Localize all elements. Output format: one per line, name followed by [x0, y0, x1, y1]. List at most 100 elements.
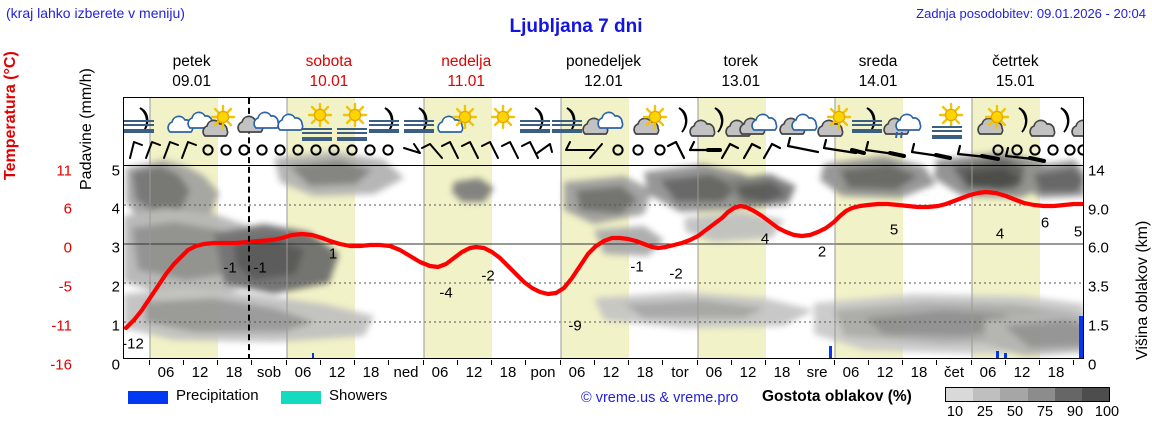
time-tick-label: pon — [530, 364, 556, 381]
day-header-5: sreda 14.01 — [809, 52, 946, 94]
prec-tick: 1 — [111, 317, 120, 335]
temp-tick: 11 — [56, 162, 72, 180]
day-date: 09.01 — [172, 73, 212, 90]
temperature-axis-ticks: 11 6 0 -5 -11 -16 — [30, 160, 72, 374]
day-name: ponedeljek — [565, 53, 641, 70]
cloud-tick: 6.0 — [1088, 239, 1109, 257]
last-update-label: Zadnja posodobitev: 09.01.2026 - 20:04 — [916, 6, 1146, 21]
temp-point-label: -9 — [568, 317, 582, 335]
day-name: nedelja — [441, 53, 492, 70]
temp-point-label: -4 — [439, 284, 453, 302]
time-tick-label: 18 — [773, 364, 791, 381]
time-tick-label: 06 — [842, 364, 860, 381]
precipitation-axis-title: Padavine (mm/h) — [78, 68, 95, 190]
time-tick-label: 12 — [465, 364, 483, 381]
temp-tick: 6 — [63, 200, 72, 218]
temp-point-label: -2 — [481, 267, 495, 285]
cloud-tick: 3.5 — [1088, 278, 1109, 296]
time-tick-label: sre — [806, 364, 828, 381]
time-tick-label: 12 — [876, 364, 894, 381]
cloud-height-axis-title: Višina oblakov (km) — [1134, 220, 1151, 360]
copyright-link[interactable]: © vreme.us & vreme.pro — [581, 390, 739, 406]
time-tick-label: 12 — [191, 364, 209, 381]
day-name: sreda — [858, 53, 898, 70]
time-tick-label: 12 — [1013, 364, 1031, 381]
time-tick-label: 06 — [294, 364, 312, 381]
time-tick-label: 12 — [739, 364, 757, 381]
time-tick-label: ned — [393, 364, 419, 381]
day-header-1: sobota 10.01 — [260, 52, 397, 94]
day-header-0: petek 09.01 — [123, 52, 260, 94]
time-tick-label: 06 — [157, 364, 175, 381]
temp-point-label: 4 — [995, 225, 1005, 243]
showers-legend-label: Showers — [329, 387, 388, 404]
showers-swatch — [281, 391, 321, 404]
day-name: torek — [723, 53, 758, 70]
cloud-tick: 0 — [1088, 356, 1097, 374]
forecast-plot[interactable]: -12 -1 -1 1 -4 -2 -9 -1 -2 4 2 5 4 6 5 — [123, 97, 1084, 359]
day-header-2: nedelja 11.01 — [398, 52, 535, 94]
cloud-density-legend-title: Gostota oblakov (%) — [762, 388, 912, 405]
time-tick-label: 18 — [1047, 364, 1065, 381]
prec-tick: 0 — [111, 356, 120, 374]
time-tick-label: 18 — [499, 364, 517, 381]
temp-point-label: -2 — [669, 265, 683, 283]
precipitation-legend-label: Precipitation — [176, 387, 259, 404]
temp-point-label: 6 — [1040, 214, 1050, 232]
temp-point-label: -1 — [253, 259, 267, 277]
time-tick-label: 12 — [328, 364, 346, 381]
ramp-step-50 — [1000, 388, 1028, 401]
day-date: 14.01 — [858, 73, 898, 90]
ramp-label: 10 — [946, 404, 964, 420]
time-tick-label: sob — [256, 364, 282, 381]
time-tick-label: čet — [943, 364, 965, 381]
time-tick-label: 06 — [979, 364, 997, 381]
temp-point-label: 5 — [1073, 223, 1083, 241]
page-title: Ljubljana 7 dni — [509, 16, 643, 37]
wind-barb-row — [129, 136, 1046, 163]
precipitation-axis-ticks: 5 4 3 2 1 0 — [100, 160, 120, 374]
time-axis: 06 12 18 sob 06 12 18 ned 06 12 18 pon 0… — [123, 360, 1084, 382]
day-date: 10.01 — [309, 73, 349, 90]
ramp-step-25 — [973, 388, 1001, 401]
ramp-label: 75 — [1036, 404, 1054, 420]
temperature-axis-title: Temperatura (°C) — [2, 51, 19, 180]
temp-point-label: -1 — [223, 259, 237, 277]
day-header-6: četrtek 15.01 — [947, 52, 1084, 94]
time-tick-label: 18 — [225, 364, 243, 381]
ramp-step-10 — [946, 388, 974, 401]
day-name: sobota — [305, 53, 353, 70]
ramp-label: 25 — [976, 404, 994, 420]
cloud-tick: 14 — [1088, 162, 1105, 180]
prec-tick: 4 — [111, 200, 120, 218]
daytime-band — [424, 98, 492, 358]
day-date: 12.01 — [584, 73, 623, 90]
temp-point-label: 5 — [889, 221, 899, 239]
temp-point-label: -12 — [123, 335, 144, 353]
cloud-density-field — [124, 98, 1083, 358]
day-header-4: torek 13.01 — [672, 52, 809, 94]
day-name: petek — [172, 53, 211, 70]
weather-icon-band — [124, 98, 1083, 166]
time-tick-label: 06 — [568, 364, 586, 381]
temp-tick: -16 — [50, 356, 72, 374]
current-time-marker — [248, 98, 250, 358]
temp-point-label: 1 — [328, 245, 338, 263]
time-tick-label: tor — [671, 364, 689, 381]
temp-tick: -5 — [58, 278, 72, 296]
cloud-tick: 1.5 — [1088, 317, 1109, 335]
temp-tick: 0 — [63, 239, 72, 257]
time-tick-label: 06 — [705, 364, 723, 381]
time-tick-label: 12 — [602, 364, 620, 381]
time-tick-label: 18 — [910, 364, 928, 381]
precipitation-swatch — [128, 391, 168, 404]
wind-barb-row-calm — [992, 144, 1083, 156]
cloud-density-ramp-labels: 10 25 50 75 90 100 — [945, 404, 1119, 422]
location-menu-note: (kraj lahko izberete v meniju) — [6, 5, 185, 21]
ramp-step-90 — [1054, 388, 1082, 401]
time-tick-label: 18 — [362, 364, 380, 381]
day-date: 13.01 — [721, 73, 761, 90]
prec-tick: 3 — [111, 239, 120, 257]
temp-point-label: -1 — [630, 258, 644, 276]
